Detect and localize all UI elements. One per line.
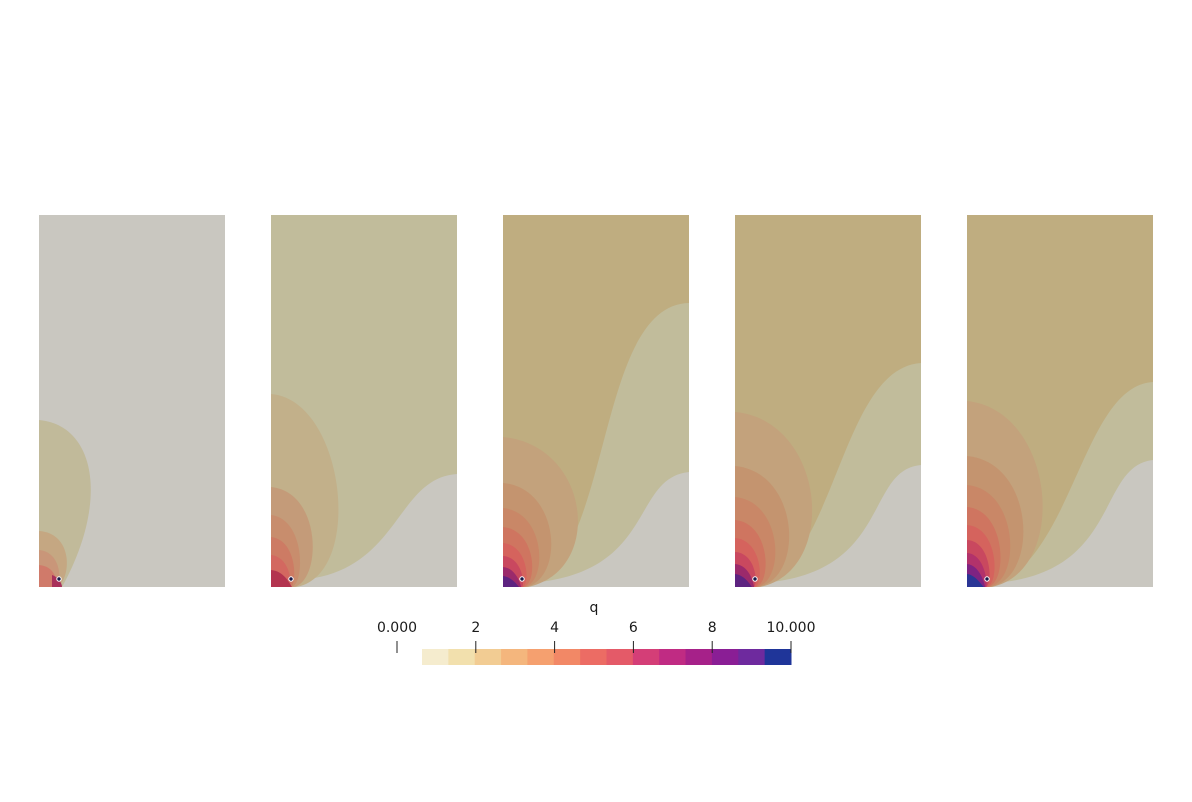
- colorbar-swatch: [527, 649, 555, 665]
- panel-1-marker: [56, 576, 62, 582]
- colorbar-swatch: [738, 649, 766, 665]
- panel-1-region-5: [52, 575, 62, 587]
- colorbar-swatch: [764, 649, 792, 665]
- singularity-markers: [56, 576, 990, 582]
- colorbar: [396, 641, 792, 665]
- colorbar-title: q: [589, 600, 599, 616]
- panel-4-marker: [752, 576, 758, 582]
- panel-3-region-10: [503, 576, 519, 587]
- colorbar-swatch: [501, 649, 528, 665]
- colorbar-swatch: [685, 649, 713, 665]
- panel-2-marker: [288, 576, 294, 582]
- panel-5-region-11: [967, 574, 984, 587]
- colorbar-tick-label: 6: [628, 620, 638, 636]
- colorbar-tick-label: 8: [707, 620, 717, 636]
- colorbar-swatch: [659, 649, 687, 665]
- panel-4: [735, 215, 921, 587]
- panel-1: [39, 215, 225, 587]
- colorbar-tick-label: 0.000: [376, 620, 418, 636]
- colorbar-swatches: [422, 649, 792, 665]
- panel-2: [271, 215, 457, 587]
- colorbar-swatch: [632, 649, 660, 665]
- colorbar-tick-label: 4: [550, 620, 560, 636]
- panel-3-marker: [519, 576, 525, 582]
- colorbar-swatch: [448, 649, 476, 665]
- panel-3: [503, 215, 689, 587]
- colorbar-swatch: [474, 649, 502, 665]
- panel-4-region-10: [735, 574, 752, 587]
- colorbar-tick-label: 2: [471, 620, 481, 636]
- colorbar-ticks: [396, 641, 792, 653]
- panel-2-region-7: [271, 570, 292, 587]
- panel-5-marker: [984, 576, 990, 582]
- colorbar-swatch: [606, 649, 634, 665]
- colorbar-swatch: [553, 649, 581, 665]
- panel-5: [967, 215, 1153, 587]
- colorbar-tick-label: 10.000: [766, 620, 816, 636]
- colorbar-swatch: [711, 649, 739, 665]
- colorbar-swatch: [580, 649, 607, 665]
- colorbar-swatch: [422, 649, 449, 665]
